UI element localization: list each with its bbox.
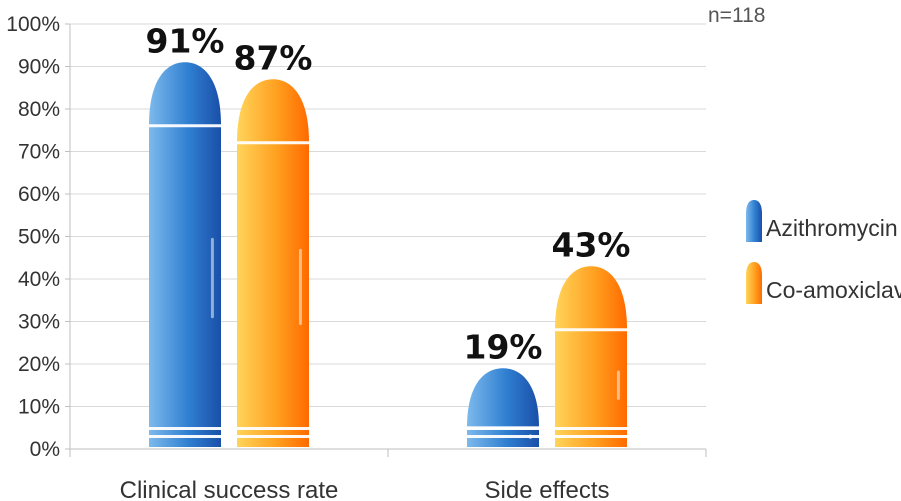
bar: [237, 79, 309, 447]
y-tick-label: 10%: [18, 396, 60, 419]
bar-highlight: [528, 434, 532, 440]
x-category-label: Side effects: [485, 477, 610, 501]
bar-highlight: [210, 237, 214, 319]
legend-label-co-amoxiclav: Co-amoxiclav: [766, 277, 901, 303]
legend-swatch-co-amoxiclav: [746, 262, 762, 304]
x-category-label: Clinical success rate: [120, 477, 339, 501]
data-label: 43%: [552, 225, 631, 264]
bar-band: [466, 427, 540, 430]
bar-highlight: [616, 370, 620, 400]
sample-size-note: n=118: [708, 4, 765, 27]
bar-band: [148, 124, 222, 128]
legend-item-azithromycin: Azithromycin: [746, 200, 898, 242]
legend-swatch-azithromycin: [746, 200, 762, 242]
axes: 0% 10% 20% 30% 40% 50% 60% 70% 80% 90% 100% Clinica…: [6, 13, 707, 501]
legend: Azithromycin Co-amoxiclav: [746, 200, 901, 304]
data-label: 91%: [146, 21, 225, 60]
y-tick-label: 80%: [18, 98, 60, 121]
y-tick-label: 70%: [18, 141, 60, 164]
bar-band: [148, 435, 222, 438]
y-tick-label: 90%: [18, 56, 60, 79]
bar-highlight: [298, 248, 302, 326]
data-label: 19%: [464, 327, 543, 366]
y-tick-label: 40%: [18, 268, 60, 291]
data-label: 87%: [234, 38, 313, 77]
y-tick-label: 20%: [18, 353, 60, 376]
bars: [148, 62, 628, 447]
bar: [555, 266, 627, 447]
bar-band: [236, 435, 310, 438]
legend-item-co-amoxiclav: Co-amoxiclav: [746, 262, 901, 304]
bar-band: [466, 435, 540, 438]
y-tick-label: 30%: [18, 311, 60, 334]
bar-band: [236, 141, 310, 145]
y-tick-label: 100%: [6, 13, 60, 36]
y-tick-label: 50%: [18, 226, 60, 249]
bar-band: [554, 427, 628, 430]
bar-band: [236, 427, 310, 430]
y-tick-label: 0%: [30, 438, 60, 461]
bar-band: [554, 435, 628, 438]
bar: [149, 62, 221, 447]
legend-label-azithromycin: Azithromycin: [766, 215, 898, 241]
bar-band: [554, 328, 628, 332]
data-labels: 91% 19% 87% 43%: [146, 21, 631, 366]
bar-band: [148, 427, 222, 430]
y-tick-label: 60%: [18, 183, 60, 206]
